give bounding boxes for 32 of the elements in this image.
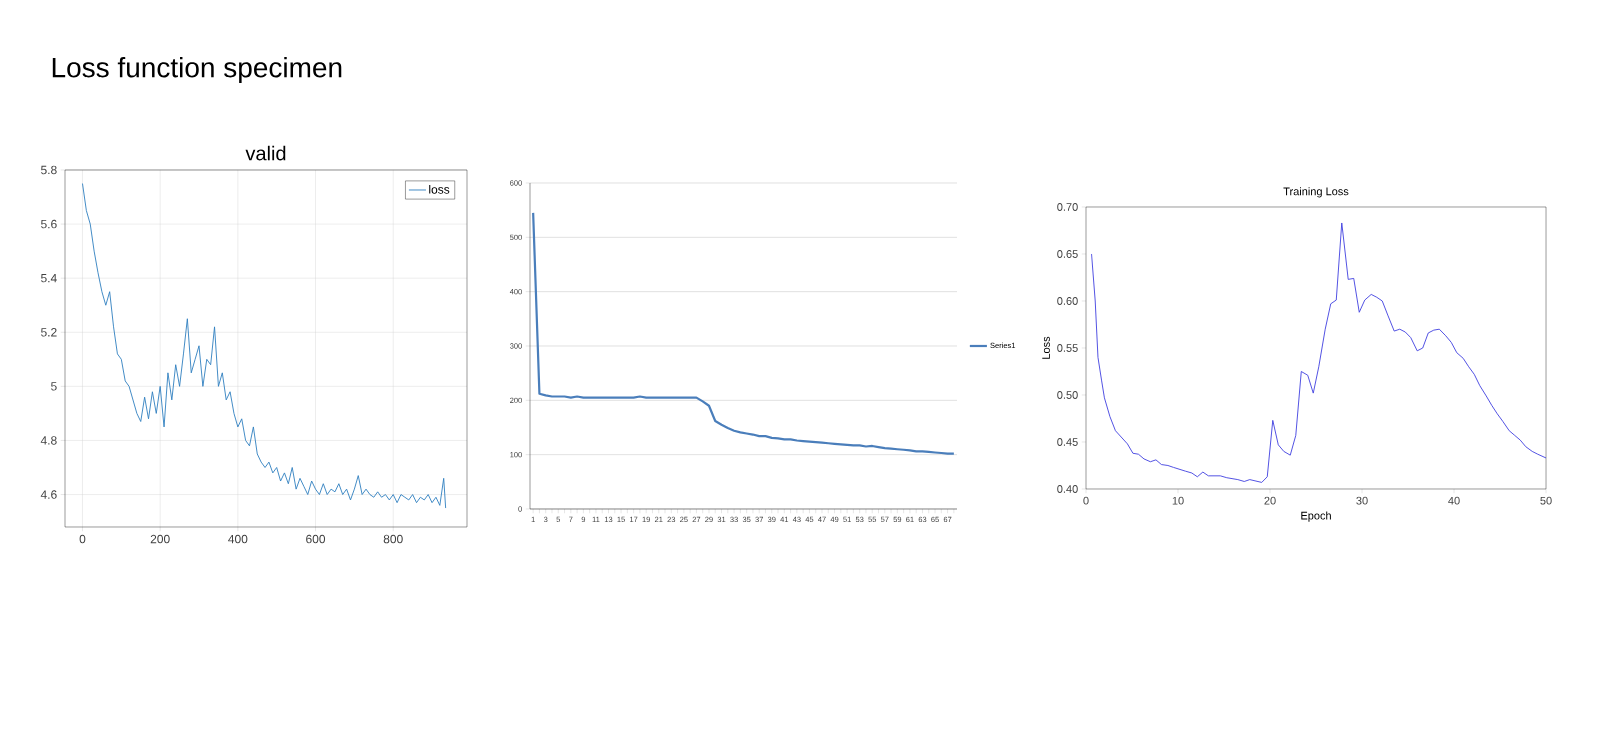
y-tick-label: 5 bbox=[51, 382, 57, 391]
x-tick-label: 50 bbox=[1540, 496, 1552, 505]
x-axis-title: Epoch bbox=[1301, 511, 1331, 522]
x-tick-label: 800 bbox=[383, 534, 403, 544]
y-tick-label: 4.8 bbox=[40, 436, 57, 445]
y-tick-label: 0.60 bbox=[1057, 297, 1078, 305]
chart-title: valid bbox=[245, 145, 286, 161]
legend-label: loss bbox=[429, 184, 450, 194]
y-tick-label: 0.50 bbox=[1057, 391, 1078, 399]
y-tick-label: 5.2 bbox=[41, 328, 57, 337]
y-tick-label: 5.4 bbox=[41, 274, 57, 283]
y-tick-label: 4.6 bbox=[40, 490, 57, 499]
x-tick-label: 400 bbox=[228, 534, 248, 544]
x-tick-label: 0 bbox=[79, 534, 86, 544]
y-axis-title: Loss bbox=[1042, 336, 1050, 359]
text: Loss function specimen bbox=[52, 56, 342, 84]
y-tick-label: 0.40 bbox=[1057, 485, 1078, 493]
y-tick-label: 0.45 bbox=[1057, 438, 1078, 446]
y-tick-label: 0.55 bbox=[1057, 344, 1078, 352]
y-tick-label: 0.70 bbox=[1057, 203, 1078, 211]
chart-title: Training Loss bbox=[1283, 187, 1349, 198]
x-tick-label: 0 bbox=[1083, 496, 1089, 505]
x-tick-label: 200 bbox=[150, 534, 170, 544]
x-tick-label: 20 bbox=[1264, 496, 1276, 505]
x-tick-label: 30 bbox=[1356, 496, 1368, 505]
x-tick-label: 10 bbox=[1172, 496, 1184, 505]
x-tick-label: 40 bbox=[1448, 496, 1460, 505]
line-series bbox=[1091, 222, 1547, 483]
y-tick-label: 0.65 bbox=[1057, 250, 1078, 258]
y-tick-label: 5.6 bbox=[41, 219, 57, 229]
y-tick-label: 5.8 bbox=[41, 165, 57, 175]
x-tick-label: 600 bbox=[306, 534, 326, 544]
